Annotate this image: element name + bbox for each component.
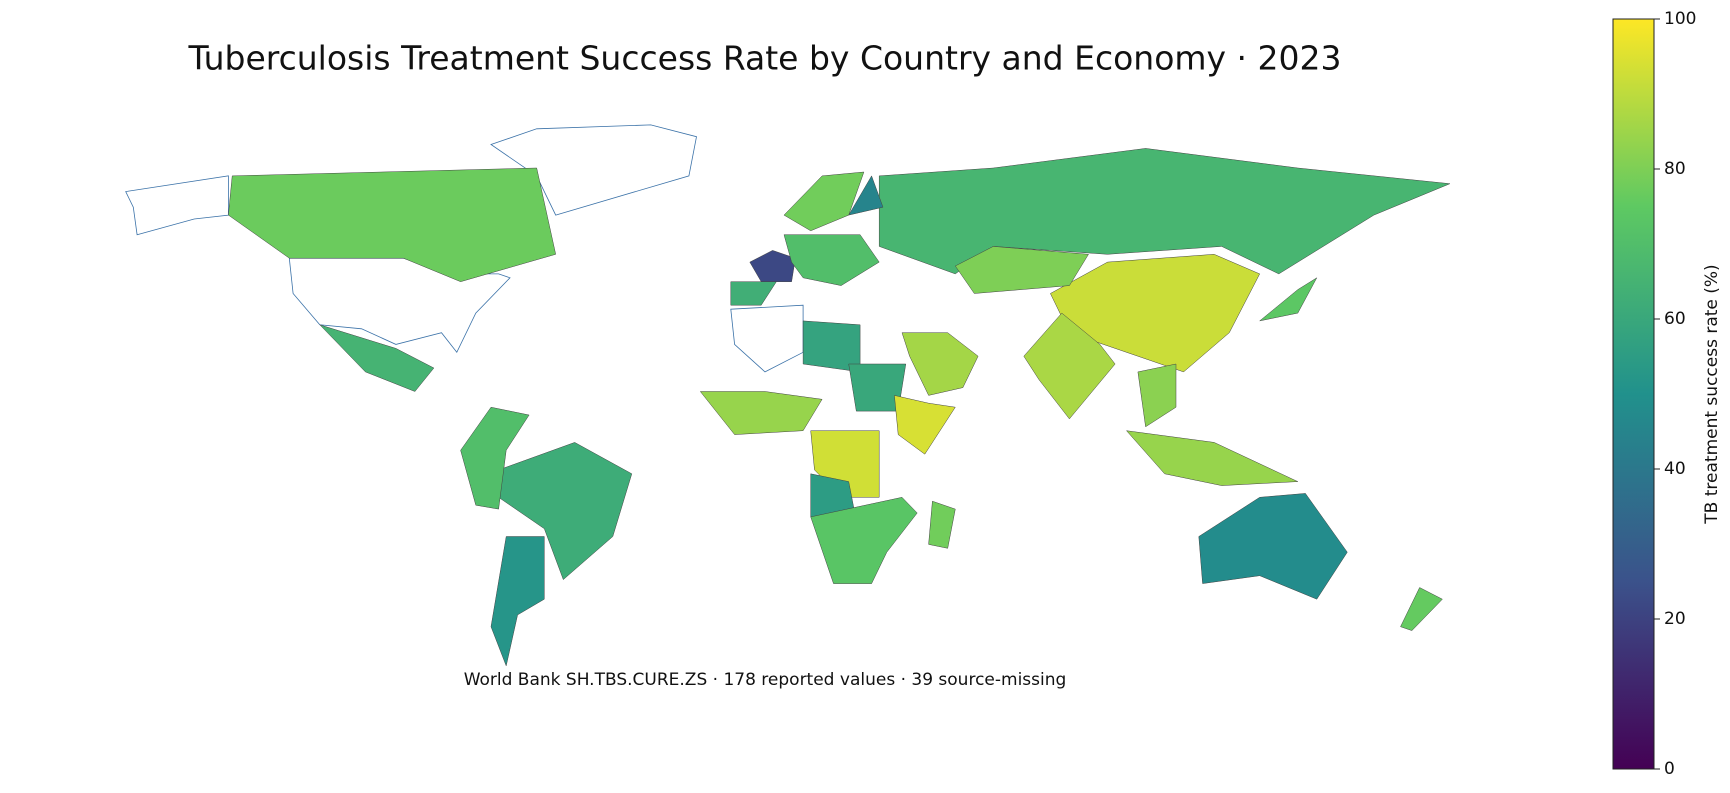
country (878, 148, 1451, 275)
colorbar-tick-label: 80 (1664, 159, 1686, 179)
colorbar-label: TB treatment success rate (%) (1702, 264, 1722, 524)
country (1400, 587, 1443, 631)
country (699, 391, 823, 435)
country (894, 395, 956, 455)
country (1198, 493, 1348, 600)
country (490, 536, 545, 667)
caption: World Bank SH.TBS.CURE.ZS · 178 reported… (464, 670, 1067, 690)
country (1137, 363, 1177, 428)
country (460, 406, 530, 510)
country (1023, 312, 1116, 420)
colorbar-tick-label: 40 (1664, 459, 1686, 479)
country (749, 250, 796, 282)
colorbar-tick-label: 0 (1664, 759, 1675, 779)
colorbar-tick-label: 20 (1664, 609, 1686, 629)
no-data-region (125, 175, 229, 236)
country (1125, 430, 1298, 486)
no-data-region (730, 304, 804, 373)
country (954, 246, 1089, 294)
country (730, 281, 777, 306)
colorbar-tick-label: 60 (1664, 309, 1686, 329)
country (319, 324, 435, 392)
country (928, 500, 956, 549)
country (783, 171, 865, 232)
country (901, 332, 979, 396)
colorbar-tick-label: 100 (1664, 9, 1696, 29)
country (848, 175, 884, 216)
country (1259, 277, 1318, 322)
chart-title: Tuberculosis Treatment Success Rate by C… (187, 39, 1341, 78)
colorbar (1612, 18, 1655, 770)
country (810, 497, 918, 584)
country (783, 234, 880, 286)
country (228, 167, 556, 282)
